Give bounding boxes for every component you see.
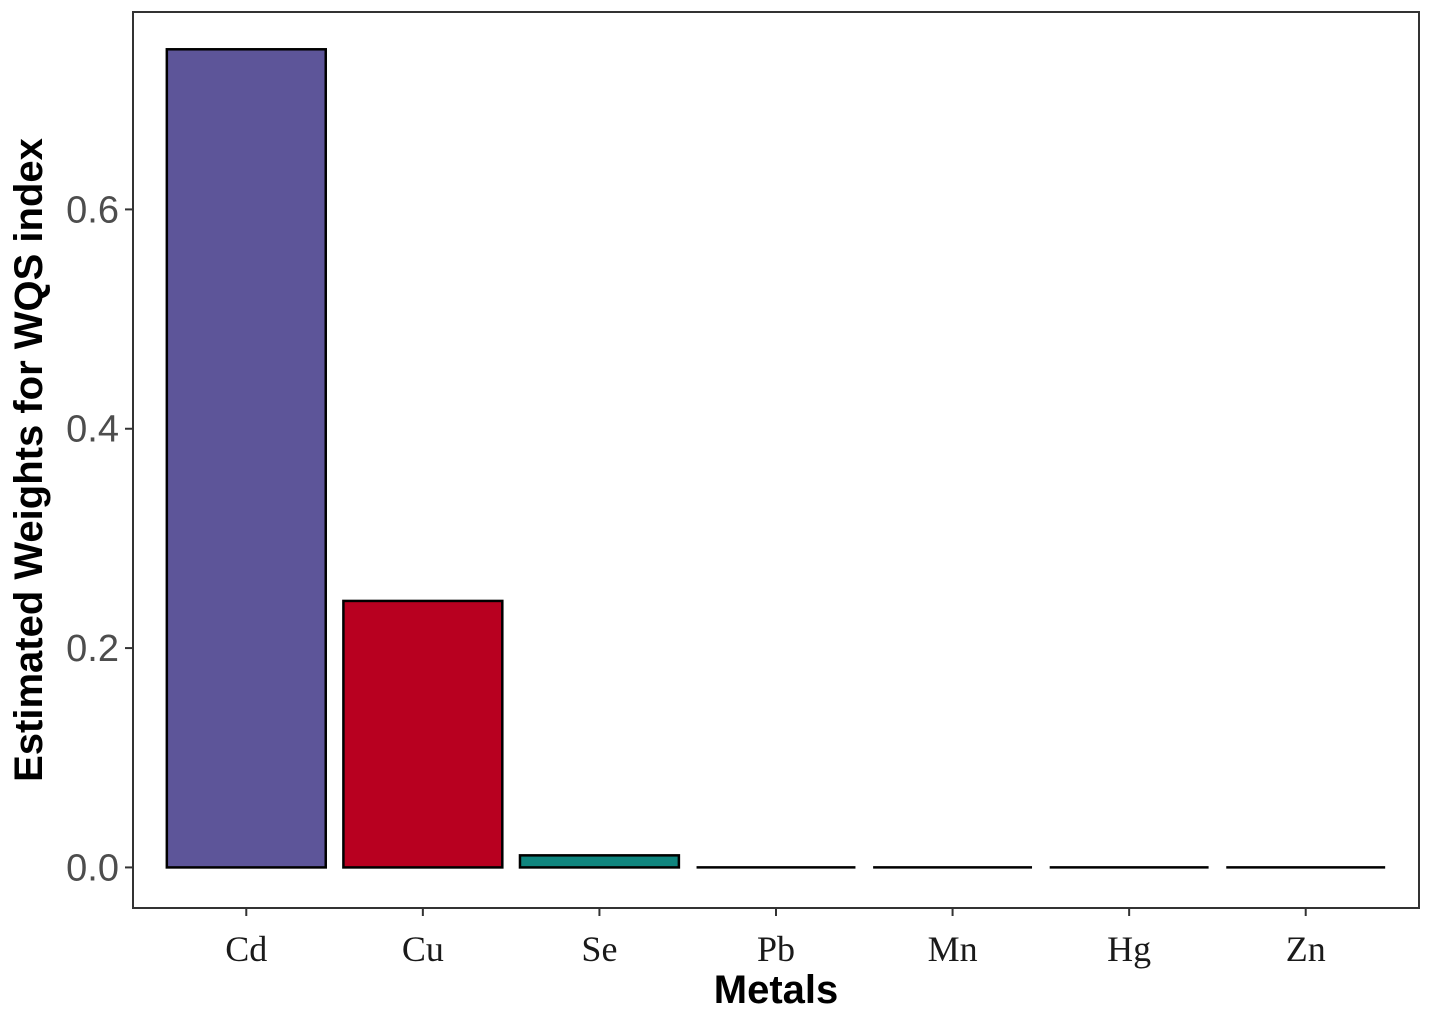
x-tick-label: Cd (225, 929, 267, 969)
y-tick-label: 0.2 (66, 628, 119, 670)
bar-se (518, 854, 681, 869)
y-tick-label: 0.0 (66, 847, 119, 889)
x-tick-label: Mn (928, 929, 978, 969)
bar-cd (165, 48, 327, 869)
x-tick-label: Pb (757, 929, 795, 969)
y-axis: 0.0 0.2 0.4 0.6 (66, 189, 133, 889)
y-tick-label: 0.6 (66, 189, 119, 231)
x-tick-label: Cu (402, 929, 444, 969)
y-tick-label: 0.4 (66, 409, 119, 451)
x-axis: Cd Cu Se Pb Mn Hg Zn (225, 908, 1326, 969)
x-tick-label: Hg (1107, 929, 1151, 969)
bar-cu (342, 599, 504, 869)
x-tick-label: Se (581, 929, 617, 969)
bars (165, 48, 1386, 869)
x-tick-label: Zn (1286, 929, 1326, 969)
y-axis-title: Estimated Weights for WQS index (7, 138, 51, 782)
x-axis-title: Metals (714, 968, 839, 1012)
